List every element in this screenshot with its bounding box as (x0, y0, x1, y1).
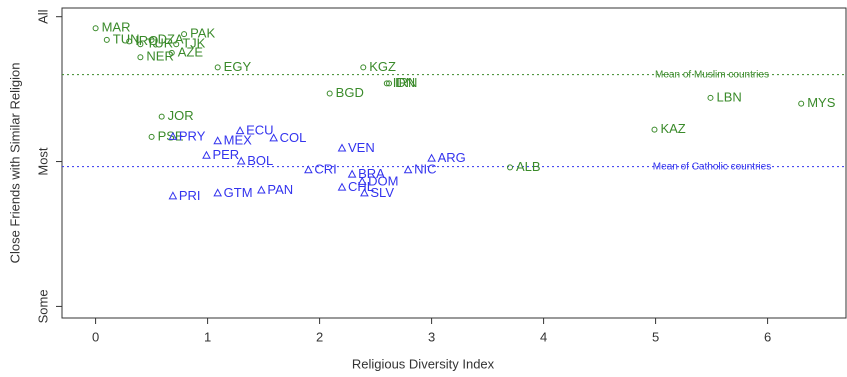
point (126, 38, 133, 45)
point (798, 100, 805, 107)
y-tick-label: All (35, 9, 50, 24)
point (92, 25, 99, 32)
x-tick-label: 2 (316, 329, 323, 344)
point-label: LBN (716, 89, 741, 104)
point (235, 126, 245, 135)
point (427, 153, 436, 162)
point (651, 126, 658, 133)
point (507, 164, 513, 171)
point-label: PER (212, 147, 239, 162)
x-tick-label: 6 (764, 329, 771, 344)
point (236, 156, 246, 165)
point-label: EGY (224, 59, 252, 74)
y-tick-label: Some (35, 289, 50, 323)
point (213, 188, 223, 197)
point (337, 182, 347, 191)
reference-label: Mean of Muslim countries (655, 69, 769, 80)
point-label: PAK (190, 26, 215, 41)
x-tick-label: 3 (428, 329, 435, 344)
plot-frame (61, 7, 847, 319)
point (213, 136, 223, 145)
point-label: COL (280, 130, 307, 145)
point-label: SLV (370, 185, 394, 200)
point-label: CHL (348, 179, 374, 194)
x-tick-label: 1 (204, 329, 211, 344)
point-label: MAR (102, 20, 131, 35)
point-label: JOR (168, 108, 194, 123)
point-label: IDN (393, 75, 415, 90)
point-label: IRN (395, 75, 417, 90)
point-label: VEN (348, 140, 375, 155)
point (168, 49, 175, 56)
point-label: KGZ (369, 59, 396, 74)
point (337, 143, 347, 152)
point (269, 133, 279, 142)
point (214, 64, 221, 71)
point-label: NER (146, 49, 173, 64)
point (383, 80, 390, 87)
x-axis-label: Religious Diversity Index (352, 356, 495, 371)
point-label: NIC (414, 162, 436, 177)
point (173, 41, 180, 48)
point (148, 36, 155, 43)
point (360, 188, 369, 197)
reference-label: Mean of Catholic countries (653, 161, 771, 172)
point-label: BRA (358, 166, 385, 181)
point-label: TUR (146, 36, 173, 51)
point (168, 191, 178, 200)
point (168, 131, 178, 140)
point (181, 31, 188, 38)
point (158, 113, 165, 120)
point (103, 36, 110, 43)
point (137, 54, 144, 61)
y-axis-label: Close Friends with Similar Religion (7, 63, 22, 264)
point-label: GTM (224, 185, 253, 200)
point (326, 90, 333, 97)
point-label: AZE (178, 44, 204, 59)
point-label: ECU (246, 123, 273, 138)
point-label: BOL (247, 153, 273, 168)
point-label: PRI (179, 188, 201, 203)
point (403, 165, 413, 174)
point-label: BGD (336, 85, 364, 100)
point-label: PRY (179, 128, 206, 143)
point-label: KAZ (660, 121, 685, 136)
point-label: MYS (807, 95, 836, 110)
point-label: IRQ (135, 33, 158, 48)
point (360, 64, 367, 71)
point (257, 185, 266, 194)
point-label: MEX (224, 133, 253, 148)
point (148, 133, 155, 140)
x-tick-label: 0 (92, 329, 99, 344)
point (202, 150, 211, 159)
point (137, 41, 144, 48)
point-label: CRI (314, 162, 336, 177)
point-label: DOM (368, 173, 398, 188)
point-label: PAN (267, 182, 293, 197)
x-tick-label: 5 (652, 329, 659, 344)
point (347, 169, 357, 178)
point (386, 80, 393, 87)
point-label: TJK (182, 36, 205, 51)
point (707, 94, 714, 101)
point-label: ARG (438, 150, 466, 165)
point (304, 165, 313, 174)
point-label: TUN (113, 31, 140, 46)
point (357, 176, 367, 185)
point-label: DZA (158, 31, 184, 46)
x-tick-label: 4 (540, 329, 547, 344)
point-label: ALB (516, 159, 541, 174)
y-tick-label: Most (35, 147, 50, 176)
